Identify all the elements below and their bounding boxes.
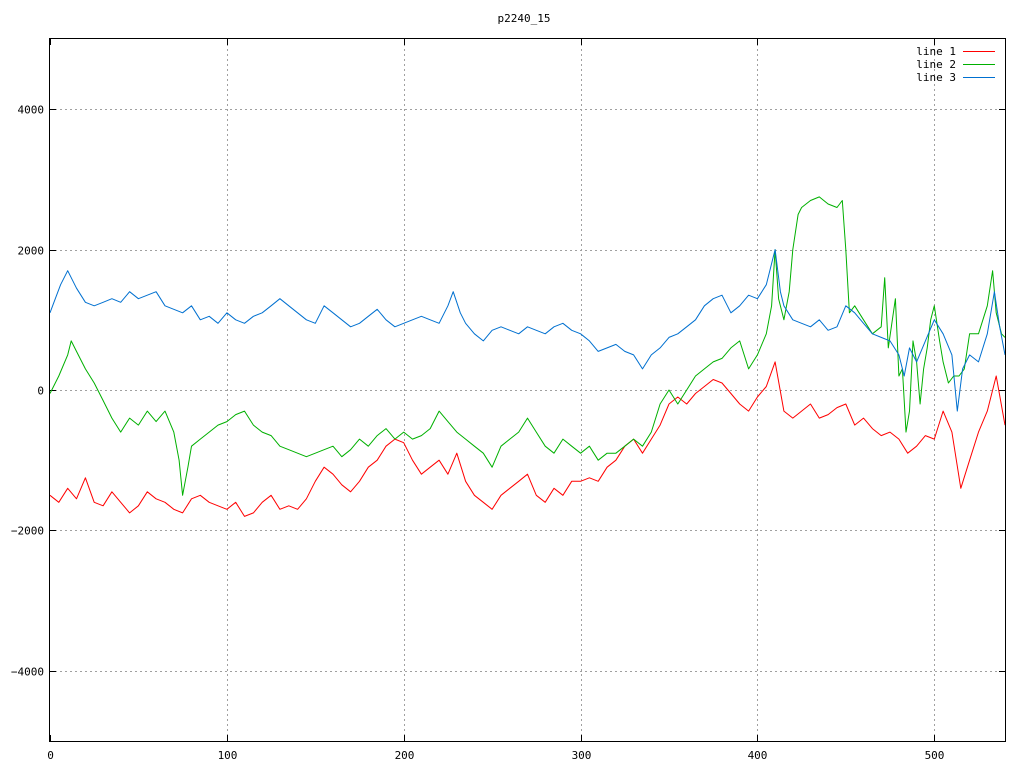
legend-label: line 3 — [916, 71, 956, 84]
legend-label: line 1 — [916, 45, 956, 58]
axis-ticks: 0 100 200 300 400 500 −4000 −2000 0 2000 4000 — [11, 39, 1005, 762]
x-tick-label: 100 — [218, 749, 238, 762]
series-line-1 — [49, 361, 1006, 517]
x-tick-label: 400 — [748, 749, 768, 762]
plot-frame — [49, 38, 1006, 742]
y-tick-label: 2000 — [18, 245, 45, 258]
y-tick-label: 0 — [37, 385, 44, 398]
chart-title: p2240_15 — [498, 12, 551, 25]
series-line-2 — [49, 196, 1006, 496]
x-tick-label: 500 — [925, 749, 945, 762]
plot-area — [49, 196, 1006, 517]
x-tick-label: 300 — [572, 749, 592, 762]
y-tick-label: −4000 — [11, 666, 44, 679]
x-tick-label: 200 — [395, 749, 415, 762]
series-line-3 — [49, 249, 1006, 412]
y-tick-label: 4000 — [18, 104, 45, 117]
y-tick-label: −2000 — [11, 525, 44, 538]
x-tick-label: 0 — [47, 749, 54, 762]
legend-label: line 2 — [916, 58, 956, 71]
grid — [50, 39, 1005, 741]
